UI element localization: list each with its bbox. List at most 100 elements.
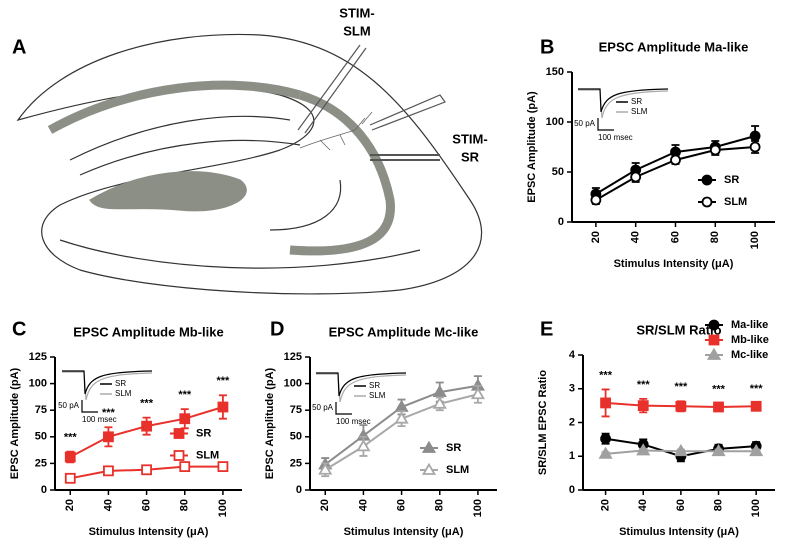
scale-label: 100 msec xyxy=(82,415,117,424)
marker xyxy=(590,194,602,206)
marker xyxy=(470,386,485,400)
y-tick-label: 0 xyxy=(41,484,47,496)
annotation: *** xyxy=(712,384,726,396)
y-tick-label: 0 xyxy=(296,484,302,496)
x-tick-label: 20 xyxy=(319,499,331,511)
inset-legend-label: SLM xyxy=(369,391,386,400)
y-axis-label: SR/SLM EPSC Ratio xyxy=(537,370,549,475)
x-tick-label: 80 xyxy=(179,499,191,511)
panel-label: D xyxy=(270,318,284,340)
inset-legend-label: SLM xyxy=(115,389,132,398)
y-tick-label: 2 xyxy=(569,416,575,428)
x-axis-label: Stimulus Intensity (μA) xyxy=(344,526,464,538)
marker xyxy=(750,400,762,412)
annotation: *** xyxy=(178,389,192,401)
inset-trace xyxy=(62,370,153,395)
legend-label: SLM xyxy=(446,464,469,476)
marker xyxy=(701,174,713,186)
inset-trace xyxy=(316,373,407,403)
marker xyxy=(708,319,720,331)
marker xyxy=(179,413,191,425)
x-tick-label: 60 xyxy=(669,231,681,243)
legend-label: SR xyxy=(724,174,739,186)
legend-label: Mc-like xyxy=(731,349,768,361)
x-axis-label: Stimulus Intensity (μA) xyxy=(614,258,734,270)
marker xyxy=(673,443,688,457)
marker xyxy=(421,440,437,453)
marker xyxy=(749,130,761,142)
x-tick-label: 40 xyxy=(357,499,369,511)
x-tick-label: 100 xyxy=(472,499,484,517)
legend-label: SLM xyxy=(196,449,219,461)
marker xyxy=(217,461,229,472)
marker xyxy=(598,446,613,459)
marker xyxy=(432,396,447,409)
y-tick-label: 150 xyxy=(546,66,564,78)
y-tick-label: 25 xyxy=(35,457,47,469)
marker xyxy=(421,462,437,475)
annotation: *** xyxy=(64,432,78,444)
marker xyxy=(141,420,152,432)
y-axis-label: EPSC Amplitude (pA) xyxy=(9,367,21,479)
x-tick-label: 60 xyxy=(395,499,407,511)
x-tick-label: 100 xyxy=(217,499,229,517)
y-tick-label: 0 xyxy=(569,484,575,496)
stim-label: SR xyxy=(461,149,480,164)
annotation: *** xyxy=(637,379,651,391)
marker xyxy=(64,472,76,484)
stim-label: SLM xyxy=(343,23,370,38)
stim-label: STIM- xyxy=(452,131,487,146)
scale-label: 100 msec xyxy=(598,133,633,142)
inset-trace xyxy=(578,88,669,113)
scale-bar xyxy=(335,402,352,415)
annotation: *** xyxy=(140,398,154,410)
x-tick-label: 60 xyxy=(140,499,152,511)
x-tick-label: 20 xyxy=(590,231,602,243)
scale-bar xyxy=(81,400,98,413)
y-tick-label: 0 xyxy=(558,216,564,228)
annotation: *** xyxy=(102,407,116,419)
y-tick-label: 125 xyxy=(284,351,302,363)
inset-legend-label: SR xyxy=(631,97,642,106)
chart-title: EPSC Amplitude Mb-like xyxy=(73,324,223,339)
x-tick-label: 100 xyxy=(750,499,762,517)
y-tick-label: 100 xyxy=(546,116,564,128)
inset-trace xyxy=(316,372,407,397)
y-tick-label: 50 xyxy=(552,166,564,178)
marker xyxy=(636,443,651,456)
x-axis-label: Stimulus Intensity (μA) xyxy=(89,526,209,538)
y-tick-label: 75 xyxy=(290,404,302,416)
marker xyxy=(713,401,724,413)
legend-label: Mb-like xyxy=(731,334,769,346)
marker xyxy=(141,464,152,476)
marker xyxy=(173,450,185,461)
legend-label: SR xyxy=(196,427,211,439)
legend-label: Ma-like xyxy=(731,319,768,331)
y-tick-label: 3 xyxy=(569,383,575,395)
legend-label: SLM xyxy=(724,196,747,208)
x-tick-label: 60 xyxy=(675,499,687,511)
hippocampus-diagram xyxy=(16,33,483,295)
y-axis-label: EPSC Amplitude (pA) xyxy=(526,91,538,203)
y-tick-label: 4 xyxy=(569,349,576,361)
marker xyxy=(318,462,333,475)
chart-title: SR/SLM Ratio xyxy=(636,322,721,337)
marker xyxy=(749,443,764,457)
inset-legend-label: SR xyxy=(369,381,380,390)
legend-label: SR xyxy=(446,442,461,454)
marker xyxy=(103,431,114,443)
annotation: *** xyxy=(216,375,230,387)
inset-legend-label: SLM xyxy=(631,107,648,116)
y-tick-label: 125 xyxy=(29,351,47,363)
marker xyxy=(103,465,114,477)
x-tick-label: 80 xyxy=(434,499,446,511)
marker xyxy=(394,411,409,424)
marker xyxy=(675,400,687,412)
chart-title: EPSC Amplitude Mc-like xyxy=(329,324,479,339)
marker xyxy=(432,384,447,398)
marker xyxy=(749,141,761,153)
marker xyxy=(217,401,229,413)
x-tick-label: 80 xyxy=(709,231,721,243)
marker xyxy=(670,154,681,166)
x-tick-label: 80 xyxy=(712,499,724,511)
